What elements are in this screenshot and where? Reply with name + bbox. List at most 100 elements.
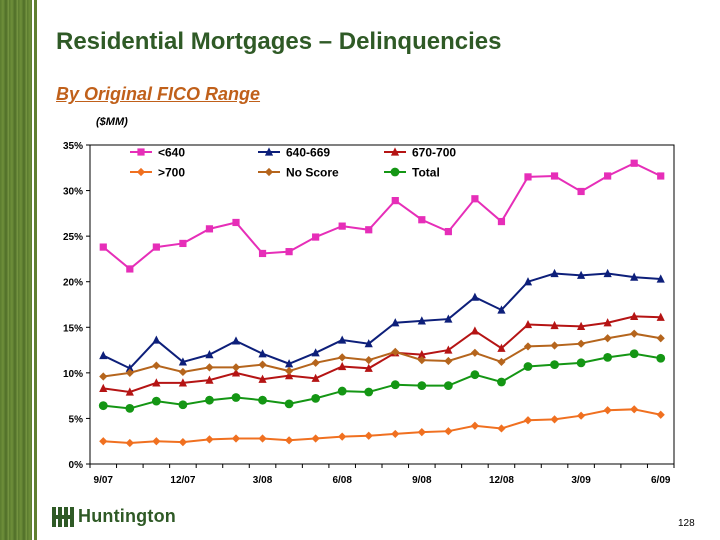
data-point xyxy=(179,239,187,248)
data-point xyxy=(151,396,161,406)
legend-label: 670-700 xyxy=(412,146,456,160)
y-tick-label: 15% xyxy=(63,323,83,334)
data-point xyxy=(99,350,108,360)
data-point xyxy=(98,401,108,411)
data-point xyxy=(364,431,373,440)
data-point xyxy=(285,248,293,256)
data-point xyxy=(284,366,294,376)
data-point xyxy=(125,438,134,448)
legend-label: <640 xyxy=(158,146,185,160)
y-tick-label: 0% xyxy=(69,460,84,471)
data-point xyxy=(99,383,108,392)
data-point xyxy=(629,349,639,359)
legend-label: 640-669 xyxy=(286,146,330,160)
data-point xyxy=(471,195,479,203)
data-point xyxy=(550,360,559,370)
data-point xyxy=(99,372,108,381)
data-point xyxy=(391,196,399,205)
legend-label: No Score xyxy=(286,166,339,180)
x-tick-label: 3/09 xyxy=(571,475,591,486)
data-point xyxy=(152,378,161,387)
huntington-logo: Huntington xyxy=(52,506,176,527)
data-point xyxy=(125,404,135,413)
data-point xyxy=(232,218,240,227)
y-tick-label: 5% xyxy=(69,414,84,425)
data-point xyxy=(603,334,612,343)
data-point xyxy=(550,320,559,330)
data-point xyxy=(418,216,426,224)
data-point xyxy=(178,438,188,447)
units-label: ($MM) xyxy=(96,116,128,128)
data-point xyxy=(364,387,374,397)
series-line xyxy=(103,352,661,410)
data-point xyxy=(656,334,665,343)
x-tick-label: 3/08 xyxy=(253,475,273,486)
data-point xyxy=(656,312,665,321)
data-point xyxy=(444,356,453,366)
legend-swatch-marker xyxy=(137,148,145,156)
series-line xyxy=(103,332,661,378)
data-point xyxy=(657,172,665,180)
data-point xyxy=(550,172,559,180)
data-point xyxy=(337,386,347,396)
data-point xyxy=(126,265,134,273)
data-point xyxy=(178,378,188,387)
data-point xyxy=(178,357,188,366)
legend-swatch-marker xyxy=(264,167,274,177)
data-point xyxy=(258,249,267,258)
data-point xyxy=(523,342,533,351)
data-point xyxy=(604,172,612,180)
data-point xyxy=(497,357,506,367)
data-point xyxy=(258,349,267,358)
data-point xyxy=(390,380,400,390)
data-point xyxy=(364,339,373,348)
data-point xyxy=(523,277,533,286)
data-point xyxy=(470,292,480,301)
data-point xyxy=(205,395,214,405)
series-line xyxy=(102,272,661,370)
data-point xyxy=(417,381,427,391)
legend-label: >700 xyxy=(158,166,185,180)
data-point xyxy=(99,243,107,251)
data-point xyxy=(550,268,559,278)
data-point xyxy=(125,387,134,396)
data-point xyxy=(523,362,533,371)
data-point xyxy=(231,434,241,443)
logo-text: Huntington xyxy=(78,506,176,526)
data-point xyxy=(656,410,665,419)
sidebar-divider xyxy=(34,0,37,540)
data-point xyxy=(364,363,373,372)
legend-swatch-marker xyxy=(136,167,146,177)
data-point xyxy=(205,435,214,444)
data-point xyxy=(603,406,612,415)
data-point xyxy=(630,405,639,414)
data-point xyxy=(311,434,320,443)
data-point xyxy=(630,311,639,320)
data-point xyxy=(523,319,533,329)
huntington-logo-icon xyxy=(52,506,74,527)
data-point xyxy=(577,187,585,196)
data-point xyxy=(311,358,320,367)
legend-swatch-marker xyxy=(264,147,274,156)
x-tick-label: 6/09 xyxy=(651,475,671,486)
data-point xyxy=(258,374,267,383)
data-point xyxy=(523,416,533,425)
y-tick-label: 10% xyxy=(63,369,83,380)
plot-frame xyxy=(89,144,675,465)
data-point xyxy=(630,329,639,338)
data-point xyxy=(205,350,214,359)
data-point xyxy=(576,339,586,348)
data-point xyxy=(311,373,320,382)
data-point xyxy=(338,432,347,441)
data-point xyxy=(603,352,613,362)
data-point xyxy=(99,437,108,446)
data-point xyxy=(311,393,321,403)
data-point xyxy=(258,395,267,405)
data-point xyxy=(630,272,639,281)
data-point xyxy=(338,222,346,230)
data-point xyxy=(178,400,188,410)
data-point xyxy=(443,381,453,391)
sidebar-stripe xyxy=(0,0,32,540)
data-point xyxy=(470,326,480,335)
data-point xyxy=(312,233,320,241)
